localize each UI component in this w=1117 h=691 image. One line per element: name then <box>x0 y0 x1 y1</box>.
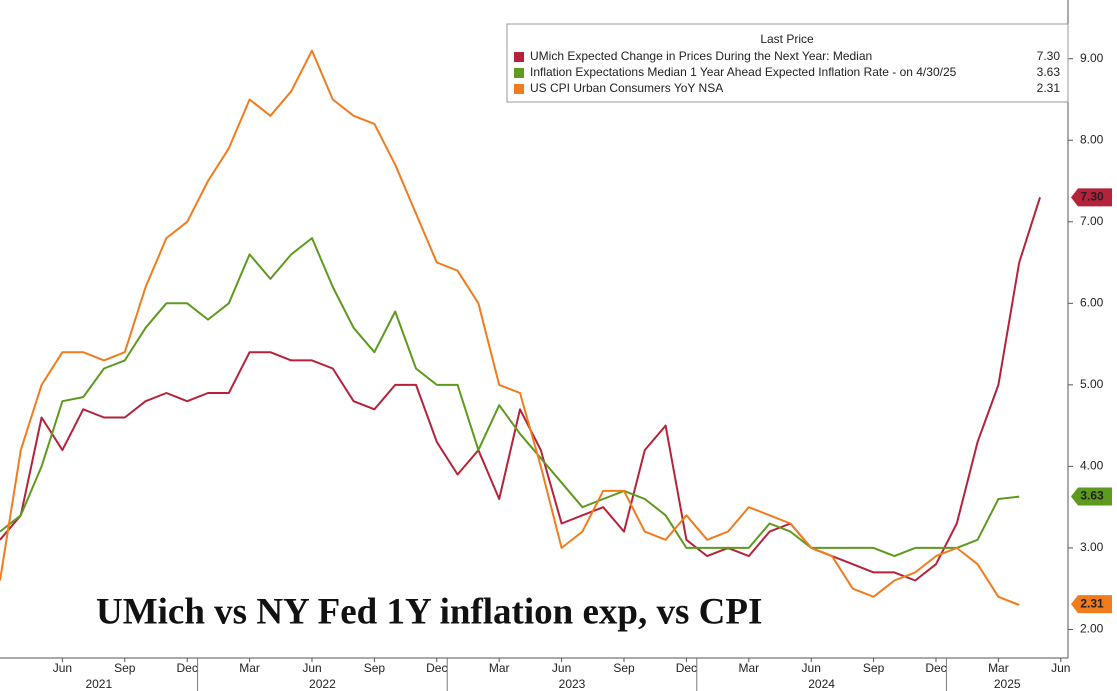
legend-box <box>506 23 1069 103</box>
y-tick-label: 2.00 <box>1080 622 1104 636</box>
legend-label: Inflation Expectations Median 1 Year Ahe… <box>530 65 957 79</box>
chart-title: UMich vs NY Fed 1Y inflation exp, vs CPI <box>96 591 762 632</box>
series-line <box>0 196 1041 582</box>
x-tick-label: Jun <box>552 661 571 675</box>
x-tick-label: Mar <box>489 661 510 675</box>
y-tick-label: 9.00 <box>1080 51 1104 65</box>
x-tick-label: Sep <box>114 661 136 675</box>
x-tick-label: Jun <box>802 661 821 675</box>
legend-last: 3.63 <box>1037 65 1061 79</box>
last-tag-label: 3.63 <box>1080 489 1104 503</box>
y-tick-label: 8.00 <box>1080 132 1104 146</box>
x-tick-label: Dec <box>177 661 198 675</box>
legend-swatch <box>514 52 524 62</box>
last-tag-label: 7.30 <box>1080 189 1104 203</box>
x-tick-label: Sep <box>613 661 635 675</box>
legend-swatch <box>514 68 524 78</box>
year-label: 2024 <box>808 677 835 691</box>
y-tick-label: 5.00 <box>1080 377 1104 391</box>
series-line <box>0 49 1020 606</box>
x-tick-label: Jun <box>53 661 72 675</box>
legend-title: Last Price <box>760 32 814 46</box>
legend-last: 2.31 <box>1037 81 1061 95</box>
last-tag <box>1071 188 1112 207</box>
x-tick-label: Dec <box>426 661 447 675</box>
x-tick-label: Mar <box>988 661 1009 675</box>
y-tick-label: 7.00 <box>1080 214 1104 228</box>
x-tick-label: Mar <box>239 661 260 675</box>
legend-swatch <box>514 84 524 94</box>
x-tick-label: Jun <box>1051 661 1070 675</box>
year-label: 2023 <box>559 677 586 691</box>
legend-label: UMich Expected Change in Prices During t… <box>530 49 872 63</box>
year-label: 2021 <box>85 677 112 691</box>
x-tick-label: Sep <box>863 661 885 675</box>
x-tick-label: Jun <box>302 661 321 675</box>
legend-last: 7.30 <box>1037 49 1061 63</box>
series-line <box>0 237 1020 558</box>
year-label: 2022 <box>309 677 336 691</box>
year-label: 2025 <box>994 677 1021 691</box>
last-tag <box>1071 595 1112 614</box>
last-tag <box>1071 487 1112 506</box>
legend-label: US CPI Urban Consumers YoY NSA <box>530 81 723 95</box>
y-tick-label: 6.00 <box>1080 295 1104 309</box>
y-tick-label: 3.00 <box>1080 540 1104 554</box>
x-tick-label: Sep <box>364 661 386 675</box>
x-tick-label: Dec <box>676 661 697 675</box>
y-tick-label: 4.00 <box>1080 459 1104 473</box>
x-tick-label: Mar <box>738 661 759 675</box>
x-tick-label: Dec <box>925 661 946 675</box>
last-tag-label: 2.31 <box>1080 596 1104 610</box>
